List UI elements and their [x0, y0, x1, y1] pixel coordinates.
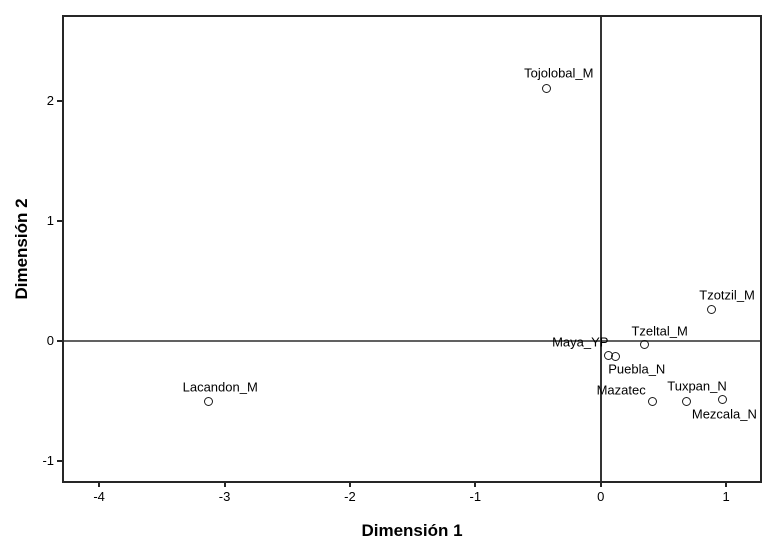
- data-point-label: Tuxpan_N: [667, 378, 727, 394]
- x-tick-mark: [348, 481, 351, 487]
- x-tick-label: -1: [469, 489, 482, 504]
- reference-line-x0: [599, 17, 602, 481]
- x-tick-mark: [474, 481, 477, 487]
- data-point-label: Maya_YP: [552, 334, 609, 350]
- data-point-marker: [611, 351, 621, 361]
- data-point-marker: [203, 397, 213, 407]
- data-point-label: Mezcala_N: [691, 406, 757, 422]
- data-point-marker: [640, 339, 650, 349]
- data-point-label: Lacandon_M: [182, 379, 258, 395]
- x-tick-mark: [599, 481, 602, 487]
- y-tick-label: 2: [46, 92, 54, 108]
- y-tick-mark: [57, 459, 63, 462]
- data-point-marker: [542, 84, 552, 94]
- x-tick-mark: [725, 481, 728, 487]
- y-tick-mark: [57, 219, 63, 222]
- data-point-label: Tojolobal_M: [524, 65, 594, 81]
- x-tick-label: 0: [597, 489, 605, 504]
- y-tick-mark: [57, 339, 63, 342]
- x-tick-mark: [98, 481, 101, 487]
- x-tick-mark: [223, 481, 226, 487]
- y-tick-mark: [57, 99, 63, 102]
- data-point-marker: [717, 394, 727, 404]
- x-tick-label: -2: [344, 489, 356, 504]
- data-point-marker: [647, 397, 657, 407]
- x-tick-label: -3: [218, 489, 231, 504]
- y-tick-label: 0: [46, 332, 54, 348]
- plot-area: -4 -3 -2 -1 0 1 2 1 0 -1 Tojolobal_M Tzotzil_M Tzelt…: [42, 15, 762, 504]
- reference-line-y0: [64, 339, 760, 342]
- x-tick-label: -4: [93, 489, 105, 504]
- x-axis-title: Dimensión 1: [361, 521, 463, 540]
- data-point-label: Mazatec: [596, 382, 646, 398]
- y-tick-label: 1: [46, 212, 54, 228]
- data-point-label: Puebla_N: [608, 361, 666, 377]
- data-point-label: Tzotzil_M: [699, 287, 755, 303]
- data-point-marker: [681, 397, 691, 407]
- x-tick-label: 1: [722, 489, 730, 504]
- y-axis-title: Dimensión 2: [12, 198, 31, 300]
- data-point-marker: [706, 305, 716, 315]
- y-tick-label: -1: [42, 452, 54, 468]
- data-point-label: Tzeltal_M: [631, 323, 688, 339]
